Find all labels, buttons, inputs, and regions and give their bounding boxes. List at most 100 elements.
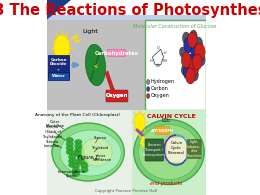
Ellipse shape xyxy=(66,145,74,151)
Text: H: H xyxy=(150,59,152,63)
FancyBboxPatch shape xyxy=(145,139,164,161)
Text: OH: OH xyxy=(155,64,160,68)
Ellipse shape xyxy=(134,120,204,184)
Bar xyxy=(47,110,132,195)
Circle shape xyxy=(181,52,191,68)
FancyBboxPatch shape xyxy=(106,90,128,102)
Circle shape xyxy=(179,47,186,57)
Bar xyxy=(47,0,206,20)
Circle shape xyxy=(147,93,150,98)
Text: Inner
Membrane: Inner Membrane xyxy=(92,154,111,162)
Circle shape xyxy=(191,44,201,60)
Text: Anatomy of the Plant Cell (Chloroplast): Anatomy of the Plant Cell (Chloroplast) xyxy=(35,113,120,117)
Ellipse shape xyxy=(60,130,121,176)
Text: Stroma: Stroma xyxy=(93,136,106,140)
Text: Calvin
Cycle
(Stroma): Calvin Cycle (Stroma) xyxy=(168,141,185,155)
FancyBboxPatch shape xyxy=(48,72,69,80)
Text: Copyright Pearson Prentice Hall: Copyright Pearson Prentice Hall xyxy=(95,189,157,193)
Ellipse shape xyxy=(77,155,84,160)
Ellipse shape xyxy=(66,137,74,143)
Text: Oxygen: Oxygen xyxy=(151,93,169,98)
FancyBboxPatch shape xyxy=(48,55,69,77)
Text: OH: OH xyxy=(163,59,168,63)
Circle shape xyxy=(186,68,195,84)
Text: Carbon
Dioxide: Carbon Dioxide xyxy=(50,58,68,66)
Ellipse shape xyxy=(81,155,88,160)
FancyArrow shape xyxy=(108,50,128,57)
Text: Carbon: Carbon xyxy=(151,87,168,91)
Text: CO₂: CO₂ xyxy=(162,119,171,123)
Ellipse shape xyxy=(66,150,74,154)
Circle shape xyxy=(187,32,197,48)
Ellipse shape xyxy=(72,163,80,168)
Text: Oxygen: Oxygen xyxy=(106,93,128,98)
FancyBboxPatch shape xyxy=(166,137,187,163)
Ellipse shape xyxy=(75,147,82,152)
Circle shape xyxy=(184,37,193,53)
Text: Figure 1: Figure 1 xyxy=(78,155,98,160)
Circle shape xyxy=(194,43,205,61)
Bar xyxy=(132,110,206,195)
Circle shape xyxy=(181,65,187,75)
Circle shape xyxy=(191,69,198,81)
Ellipse shape xyxy=(81,160,88,165)
Text: +: + xyxy=(57,68,61,72)
Ellipse shape xyxy=(75,152,82,157)
Text: Hydrogen: Hydrogen xyxy=(151,80,175,84)
Circle shape xyxy=(183,32,190,44)
Circle shape xyxy=(188,58,199,76)
Circle shape xyxy=(198,54,205,66)
Circle shape xyxy=(186,54,195,70)
Circle shape xyxy=(147,87,150,91)
Polygon shape xyxy=(47,0,71,20)
Ellipse shape xyxy=(77,160,84,165)
Ellipse shape xyxy=(77,152,84,157)
Text: Oxygen: Oxygen xyxy=(106,93,128,98)
Text: 8-3 The Reactions of Photosynthesis: 8-3 The Reactions of Photosynthesis xyxy=(0,3,260,18)
Text: Light: Light xyxy=(82,29,98,35)
Ellipse shape xyxy=(52,123,124,181)
FancyBboxPatch shape xyxy=(187,139,201,159)
Ellipse shape xyxy=(69,159,76,163)
Ellipse shape xyxy=(69,162,76,168)
FancyArrow shape xyxy=(105,71,114,93)
Circle shape xyxy=(134,113,145,131)
Text: Thylakoid: Thylakoid xyxy=(91,146,108,150)
Ellipse shape xyxy=(81,168,88,173)
Bar xyxy=(47,20,145,110)
Circle shape xyxy=(190,30,197,42)
Circle shape xyxy=(147,80,150,84)
Text: Outer
Membrane: Outer Membrane xyxy=(46,120,64,128)
Ellipse shape xyxy=(138,124,200,180)
Circle shape xyxy=(194,37,203,51)
Text: end products: end products xyxy=(150,181,182,185)
Ellipse shape xyxy=(66,142,74,146)
Ellipse shape xyxy=(72,168,80,173)
Text: H: H xyxy=(164,51,167,55)
Ellipse shape xyxy=(75,144,82,149)
Text: ⚡: ⚡ xyxy=(93,63,99,72)
Text: Molecular Construction of Glucose: Molecular Construction of Glucose xyxy=(133,24,217,28)
Ellipse shape xyxy=(72,160,80,165)
Ellipse shape xyxy=(81,138,112,166)
Ellipse shape xyxy=(86,44,106,86)
Ellipse shape xyxy=(75,139,82,144)
Ellipse shape xyxy=(69,151,76,155)
Bar xyxy=(145,20,206,110)
Text: Stroma
Lamellae: Stroma Lamellae xyxy=(44,140,60,148)
Text: Water: Water xyxy=(52,74,66,78)
Circle shape xyxy=(192,54,202,70)
Ellipse shape xyxy=(72,171,80,176)
Text: Light-
Indepen-
dent
Reactions: Light- Indepen- dent Reactions xyxy=(186,140,202,158)
Text: CALVIN CYCLE: CALVIN CYCLE xyxy=(147,113,195,119)
Ellipse shape xyxy=(81,163,88,168)
Text: Stroma
(Stack of
Thylakoids): Stroma (Stack of Thylakoids) xyxy=(42,125,63,139)
Bar xyxy=(47,15,206,20)
Circle shape xyxy=(54,35,70,61)
Ellipse shape xyxy=(69,154,76,160)
Circle shape xyxy=(183,65,192,79)
Ellipse shape xyxy=(77,147,84,152)
Text: Intermembrane
Space: Intermembrane Space xyxy=(57,170,85,178)
Text: Electron
Transport /
Photosystems: Electron Transport / Photosystems xyxy=(143,143,166,157)
FancyBboxPatch shape xyxy=(155,127,169,135)
